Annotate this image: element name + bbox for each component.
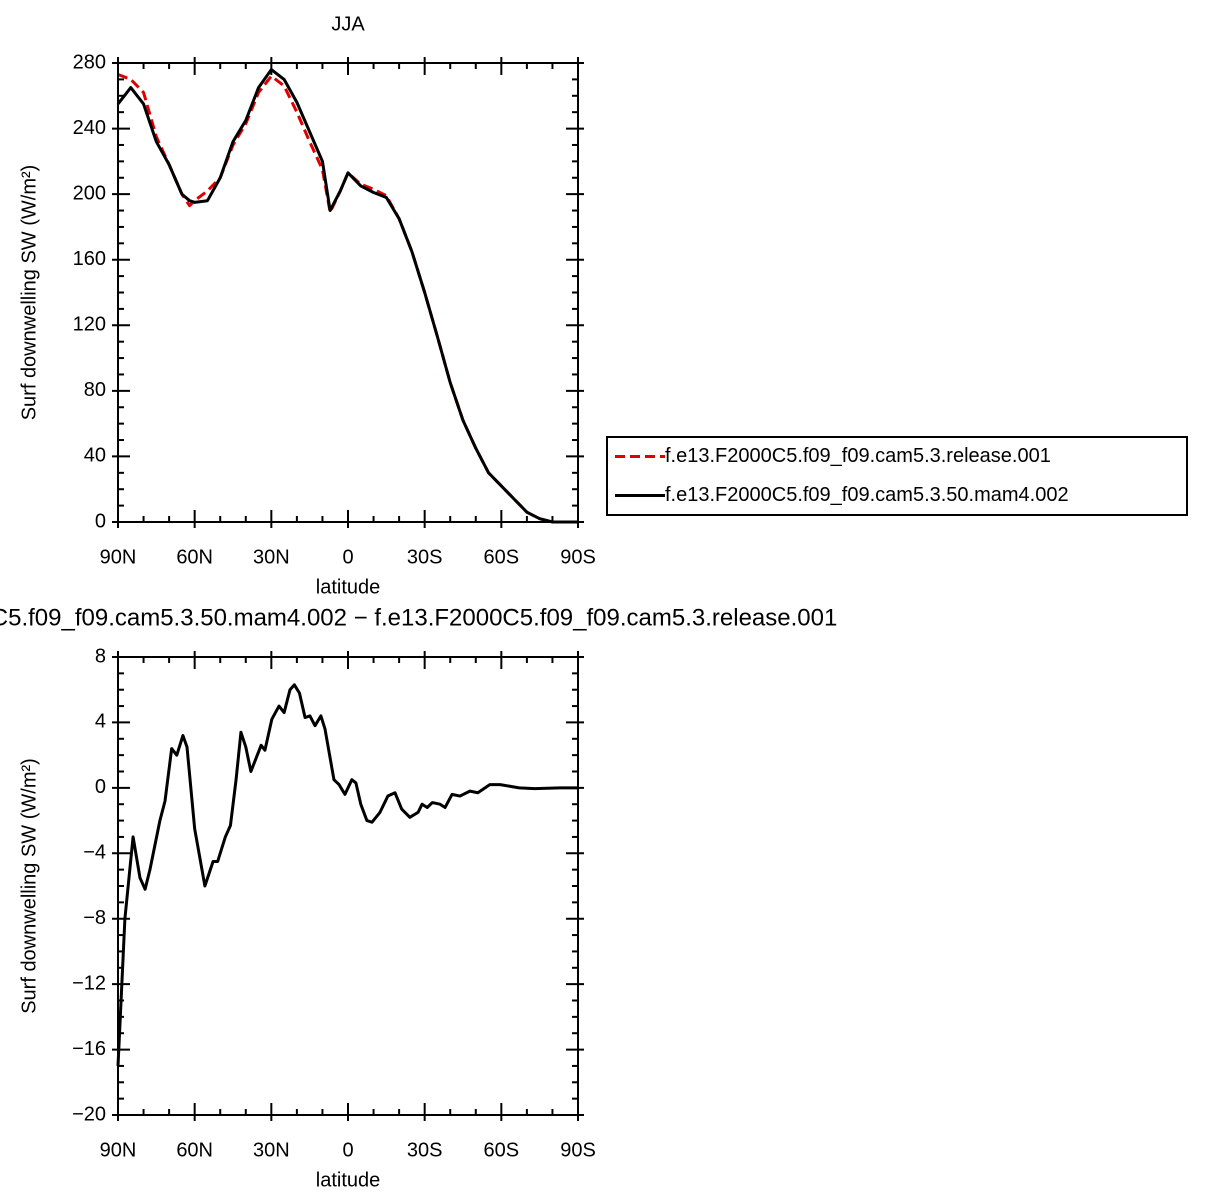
x-tick-label: 30S: [407, 546, 443, 568]
y-tick-label: 40: [84, 445, 106, 467]
x-tick-label: 60S: [484, 1139, 520, 1161]
data-line: [117, 73, 578, 524]
y-tick-label: 80: [84, 379, 106, 401]
x-tick-label: 30S: [407, 1139, 443, 1161]
x-tick-label: 90N: [100, 546, 137, 568]
y-tick-label: −20: [72, 1103, 106, 1125]
x-tick-label: 90S: [560, 1139, 596, 1161]
x-tick-label: 0: [342, 1139, 353, 1161]
y-tick-label: 120: [73, 314, 106, 336]
y-tick-label: 0: [95, 776, 106, 798]
y-tick-label: 0: [95, 510, 106, 532]
x-tick-label: 0: [342, 546, 353, 568]
x-tick-label: 90S: [560, 546, 596, 568]
y-tick-label: 200: [73, 182, 106, 204]
legend-label: f.e13.F2000C5.f09_f09.cam5.3.50.mam4.002: [665, 484, 1069, 506]
y-axis-label: Surf downwelling SW (W/m²): [18, 758, 40, 1014]
legend-label: f.e13.F2000C5.f09_f09.cam5.3.release.001: [665, 445, 1051, 467]
y-tick-label: 280: [73, 51, 106, 73]
chart-title: JJA: [331, 13, 365, 35]
plot-frame: [117, 62, 579, 523]
x-axis-label: latitude: [316, 576, 381, 598]
x-tick-label: 90N: [100, 1139, 137, 1161]
x-tick-label: 60N: [176, 1139, 213, 1161]
data-line: [116, 683, 578, 1067]
data-line: [116, 68, 578, 524]
plot-frame: [117, 656, 579, 1116]
y-tick-label: 240: [73, 117, 106, 139]
x-tick-label: 60S: [484, 546, 520, 568]
y-axis-label: Surf downwelling SW (W/m²): [18, 165, 40, 421]
chart-title: f.e13.F2000C5.f09_f09.cam5.3.50.mam4.002…: [0, 604, 837, 631]
x-tick-label: 30N: [253, 1139, 290, 1161]
x-tick-label: 60N: [176, 546, 213, 568]
y-tick-label: −12: [72, 972, 106, 994]
x-axis-label: latitude: [316, 1169, 381, 1191]
y-tick-label: 160: [73, 248, 106, 270]
y-tick-label: 8: [95, 645, 106, 667]
legend-box: [606, 436, 1188, 516]
y-tick-label: −16: [72, 1038, 106, 1060]
x-tick-label: 30N: [253, 546, 290, 568]
y-tick-label: 4: [95, 711, 106, 733]
y-tick-label: −8: [83, 907, 106, 929]
y-tick-label: −4: [83, 842, 106, 864]
